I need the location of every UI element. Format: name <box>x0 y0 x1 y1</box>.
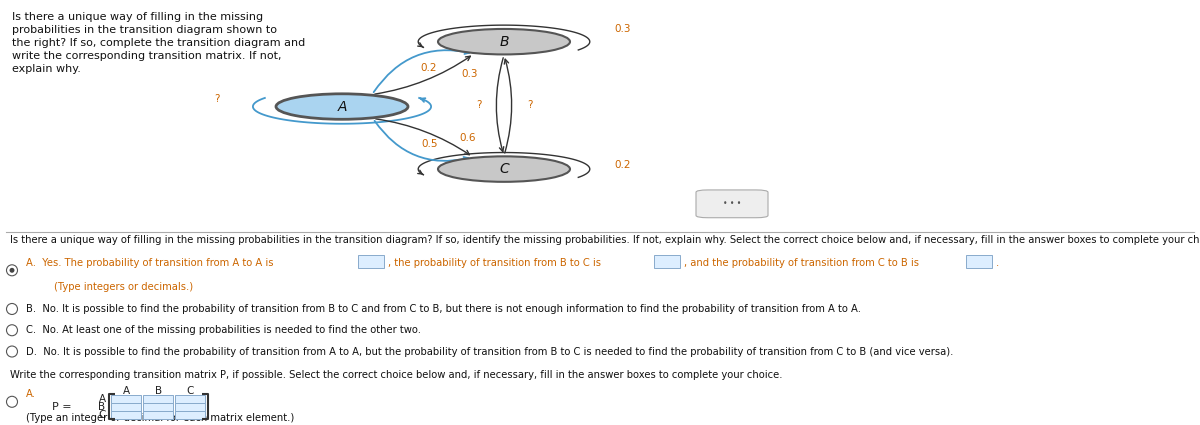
Text: C.  No. At least one of the missing probabilities is needed to find the other tw: C. No. At least one of the missing proba… <box>26 325 421 335</box>
Text: ?: ? <box>527 100 533 110</box>
FancyBboxPatch shape <box>144 395 174 403</box>
Text: 0.3: 0.3 <box>462 69 478 79</box>
Text: B.  No. It is possible to find the probability of transition from B to C and fro: B. No. It is possible to find the probab… <box>26 304 862 314</box>
Text: C: C <box>186 386 193 396</box>
FancyBboxPatch shape <box>175 411 204 419</box>
FancyBboxPatch shape <box>358 255 384 268</box>
Text: A: A <box>122 386 130 396</box>
FancyBboxPatch shape <box>654 255 680 268</box>
Text: C: C <box>98 410 106 420</box>
Text: Is there a unique way of filling in the missing
probabilities in the transition : Is there a unique way of filling in the … <box>12 11 305 74</box>
Text: A.: A. <box>26 389 36 399</box>
Text: 0.6: 0.6 <box>460 133 476 143</box>
Text: Write the corresponding transition matrix P, if possible. Select the correct cho: Write the corresponding transition matri… <box>10 370 782 380</box>
Text: (Type integers or decimals.): (Type integers or decimals.) <box>54 282 193 292</box>
Ellipse shape <box>6 396 18 407</box>
Text: 0.2: 0.2 <box>614 160 631 170</box>
FancyBboxPatch shape <box>175 395 204 403</box>
Text: D.  No. It is possible to find the probability of transition from A to A, but th: D. No. It is possible to find the probab… <box>26 346 954 357</box>
Ellipse shape <box>6 303 18 314</box>
Text: ?: ? <box>214 94 220 104</box>
Text: 0.2: 0.2 <box>421 63 437 73</box>
FancyBboxPatch shape <box>144 411 174 419</box>
Circle shape <box>438 156 570 182</box>
FancyBboxPatch shape <box>696 190 768 218</box>
Text: , the probability of transition from B to C is: , the probability of transition from B t… <box>388 258 601 268</box>
Ellipse shape <box>6 346 18 357</box>
Circle shape <box>276 94 408 119</box>
Circle shape <box>438 29 570 54</box>
Text: B: B <box>499 35 509 49</box>
Ellipse shape <box>6 265 18 276</box>
Text: • • •: • • • <box>722 199 742 208</box>
Text: C: C <box>499 162 509 176</box>
FancyBboxPatch shape <box>112 411 142 419</box>
Text: ?: ? <box>475 100 481 110</box>
FancyBboxPatch shape <box>112 403 142 411</box>
FancyBboxPatch shape <box>112 395 142 403</box>
Ellipse shape <box>6 325 18 336</box>
Text: P =: P = <box>53 402 72 412</box>
Text: 0.5: 0.5 <box>421 139 438 149</box>
Text: B: B <box>98 402 106 412</box>
Text: B: B <box>155 386 162 396</box>
Text: Is there a unique way of filling in the missing probabilities in the transition : Is there a unique way of filling in the … <box>10 235 1200 244</box>
FancyBboxPatch shape <box>966 255 992 268</box>
FancyBboxPatch shape <box>175 403 204 411</box>
Ellipse shape <box>10 268 14 273</box>
Text: 0.3: 0.3 <box>614 24 631 34</box>
Text: (Type an integer or decimal for each matrix element.): (Type an integer or decimal for each mat… <box>26 414 295 423</box>
Text: A.  Yes. The probability of transition from A to A is: A. Yes. The probability of transition fr… <box>26 258 274 268</box>
Text: A: A <box>98 394 106 404</box>
Text: A: A <box>337 99 347 113</box>
Text: , and the probability of transition from C to B is: , and the probability of transition from… <box>684 258 919 268</box>
Text: .: . <box>996 258 1000 268</box>
FancyBboxPatch shape <box>144 403 174 411</box>
